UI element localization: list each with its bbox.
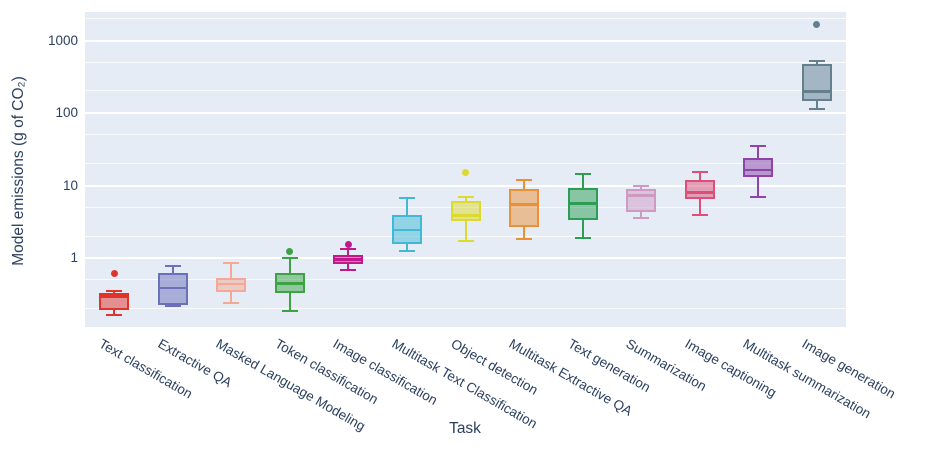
- y-tick-label: 10: [62, 177, 78, 193]
- iqr-box: [801, 64, 832, 101]
- y-axis-title: Model emissions (g of CO₂): [10, 76, 27, 266]
- upper-whisker-cap: [340, 247, 357, 250]
- lower-whisker-cap: [340, 269, 357, 272]
- lower-whisker: [523, 226, 526, 239]
- median-line: [745, 168, 772, 172]
- gridline: [85, 279, 846, 281]
- lower-whisker-cap: [691, 213, 708, 216]
- lower-whisker-cap: [106, 314, 123, 317]
- lower-whisker-cap: [281, 309, 298, 312]
- upper-whisker-cap: [223, 262, 240, 265]
- upper-whisker-cap: [281, 256, 298, 259]
- lower-whisker-cap: [398, 250, 415, 253]
- outlier-point: [462, 168, 469, 176]
- outlier-point: [344, 241, 352, 249]
- upper-whisker: [288, 257, 291, 274]
- gridline: [85, 134, 846, 136]
- median-line: [335, 258, 362, 261]
- median-line: [803, 90, 830, 93]
- median-line: [393, 228, 420, 232]
- upper-whisker-cap: [398, 197, 415, 200]
- upper-whisker-cap: [106, 290, 123, 293]
- x-tick-label-image-classification: Image classification: [330, 336, 441, 408]
- iqr-box: [626, 189, 657, 213]
- upper-whisker: [523, 180, 526, 190]
- median-line: [569, 202, 596, 205]
- y-tick-label: 1000: [47, 32, 78, 48]
- lower-whisker-cap: [164, 305, 181, 308]
- gridline: [85, 308, 846, 310]
- lower-whisker-cap: [223, 302, 240, 305]
- gridline: [85, 184, 846, 187]
- median-line: [276, 282, 303, 285]
- y-tick-label: 1: [70, 250, 78, 266]
- lower-whisker: [113, 309, 116, 316]
- upper-whisker: [171, 266, 174, 274]
- gridline: [85, 61, 846, 63]
- upper-whisker: [230, 263, 233, 278]
- median-line: [628, 194, 655, 197]
- gridline: [85, 112, 846, 115]
- median-line: [452, 214, 479, 217]
- lower-whisker-cap: [574, 236, 591, 239]
- upper-whisker: [640, 185, 643, 190]
- lower-whisker: [815, 100, 818, 110]
- gridline: [85, 257, 846, 260]
- lower-whisker: [757, 176, 760, 197]
- lower-whisker: [698, 198, 701, 215]
- median-line: [218, 282, 245, 286]
- upper-whisker-cap: [633, 184, 650, 187]
- upper-whisker: [581, 174, 584, 189]
- lower-whisker: [581, 220, 584, 238]
- lower-whisker: [405, 244, 408, 252]
- gridline: [85, 17, 846, 19]
- gridline: [85, 90, 846, 92]
- outlier-point: [286, 247, 294, 255]
- lower-whisker: [347, 264, 350, 270]
- lower-whisker-cap: [808, 108, 825, 111]
- upper-whisker-cap: [808, 59, 825, 62]
- median-line: [511, 203, 538, 206]
- iqr-box: [743, 157, 774, 177]
- median-line: [686, 191, 713, 194]
- lower-whisker-cap: [750, 195, 767, 198]
- upper-whisker: [464, 196, 467, 201]
- gridline: [85, 39, 846, 42]
- gridline: [85, 162, 846, 164]
- outlier-point: [110, 269, 118, 277]
- x-axis-title: Task: [449, 420, 481, 437]
- lower-whisker: [288, 293, 291, 311]
- iqr-box: [684, 180, 715, 199]
- iqr-box: [509, 189, 540, 227]
- outlier-point: [813, 20, 821, 28]
- upper-whisker: [815, 60, 818, 65]
- lower-whisker-cap: [457, 240, 474, 243]
- upper-whisker-cap: [457, 195, 474, 198]
- lower-whisker: [464, 221, 467, 242]
- upper-whisker: [347, 248, 350, 256]
- upper-whisker: [698, 172, 701, 181]
- upper-whisker: [757, 145, 760, 158]
- lower-whisker: [230, 291, 233, 304]
- median-line: [101, 295, 128, 298]
- lower-whisker-cap: [516, 237, 533, 240]
- lower-whisker-cap: [633, 216, 650, 219]
- lower-whisker: [640, 212, 643, 218]
- upper-whisker-cap: [574, 173, 591, 176]
- upper-whisker-cap: [691, 171, 708, 174]
- y-tick-label: 100: [55, 105, 78, 121]
- upper-whisker-cap: [750, 144, 767, 147]
- upper-whisker: [405, 198, 408, 216]
- iqr-box: [450, 200, 481, 222]
- upper-whisker-cap: [164, 265, 181, 268]
- median-line: [159, 286, 186, 290]
- upper-whisker-cap: [516, 179, 533, 182]
